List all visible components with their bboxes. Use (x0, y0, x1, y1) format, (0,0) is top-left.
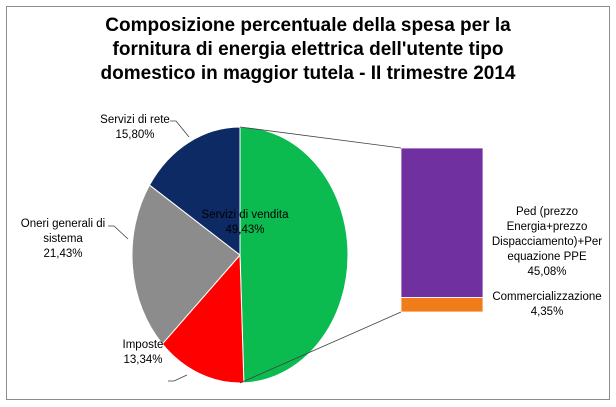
label-name: Commercializzazione (492, 291, 602, 303)
data-label-imposte: Imposte 13,34% (108, 338, 178, 368)
title-line: fornitura di energia elettrica dell'uten… (112, 39, 504, 60)
leader-line (108, 225, 129, 240)
data-label-servizi-vendita: Servizi di vendita 49,43% (190, 208, 300, 238)
label-name: Imposte (122, 339, 164, 351)
label-name: equazione PPE (507, 251, 587, 263)
chart-title: Composizione percentuale della spesa per… (0, 14, 616, 86)
pie-slice-imposte (161, 253, 245, 384)
label-name: Servizi di vendita (201, 209, 289, 221)
label-name: Ped (prezzo (515, 206, 578, 218)
label-value: 13,34% (123, 354, 163, 366)
bar-segment-ped (400, 147, 484, 298)
label-name: Servizi di rete (100, 114, 170, 126)
leader-line (170, 120, 190, 138)
title-line: domestico in maggior tutela - II trimest… (100, 63, 516, 84)
pie-slice-servizi-di-vendita (239, 126, 349, 384)
connector-line (239, 126, 402, 149)
label-value: 4,35% (530, 306, 564, 318)
pie-slice-servizi-di-rete (148, 126, 241, 257)
pie-slice-oneri-generali-di-sistema (131, 184, 241, 345)
label-value: 21,43% (43, 248, 83, 260)
label-name: Dispacciamento)+Per (491, 236, 603, 248)
label-value: 15,80% (115, 129, 155, 141)
label-name: sistema (43, 233, 83, 245)
label-value: 45,08% (527, 266, 567, 278)
data-label-ped: Ped (prezzo Energia+prezzo Dispacciament… (487, 205, 607, 280)
label-value: 49,43% (225, 224, 265, 236)
connector-line (239, 311, 402, 384)
data-label-oneri: Oneri generali di sistema 21,43% (8, 217, 118, 262)
label-name: Energia+prezzo (506, 221, 588, 233)
label-name: Oneri generali di (20, 218, 106, 230)
leader-line (168, 374, 188, 382)
data-label-servizi-rete: Servizi di rete 15,80% (90, 113, 180, 143)
data-label-commercializzazione: Commercializzazione 4,35% (485, 290, 609, 320)
title-line: Composizione percentuale della spesa per… (105, 15, 511, 36)
bar-segment-commercializzazione (400, 297, 484, 313)
